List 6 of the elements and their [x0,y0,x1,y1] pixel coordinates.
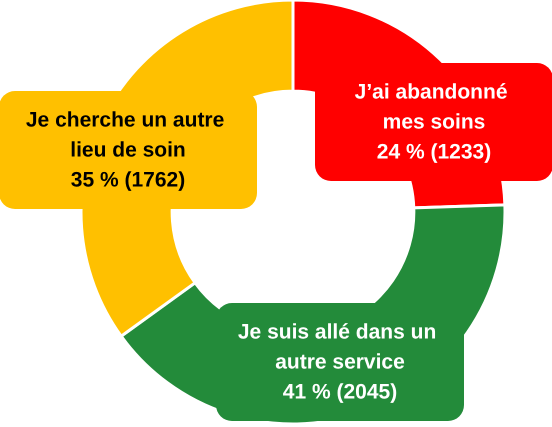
slice-label: J’ai abandonné mes soins [354,80,514,134]
data-label: 35 % (1762) [70,168,186,192]
slice-label: Je cherche un autre lieu de soin [26,108,230,162]
data-label: 41 % (2045) [282,380,398,404]
slice-label: Je suis allé dans un autre service [238,320,442,374]
data-label: 24 % (1233) [376,140,492,164]
